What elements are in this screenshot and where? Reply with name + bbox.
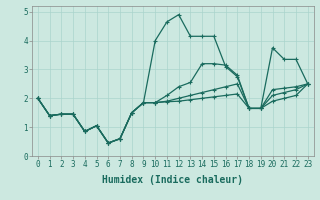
X-axis label: Humidex (Indice chaleur): Humidex (Indice chaleur): [102, 175, 243, 185]
